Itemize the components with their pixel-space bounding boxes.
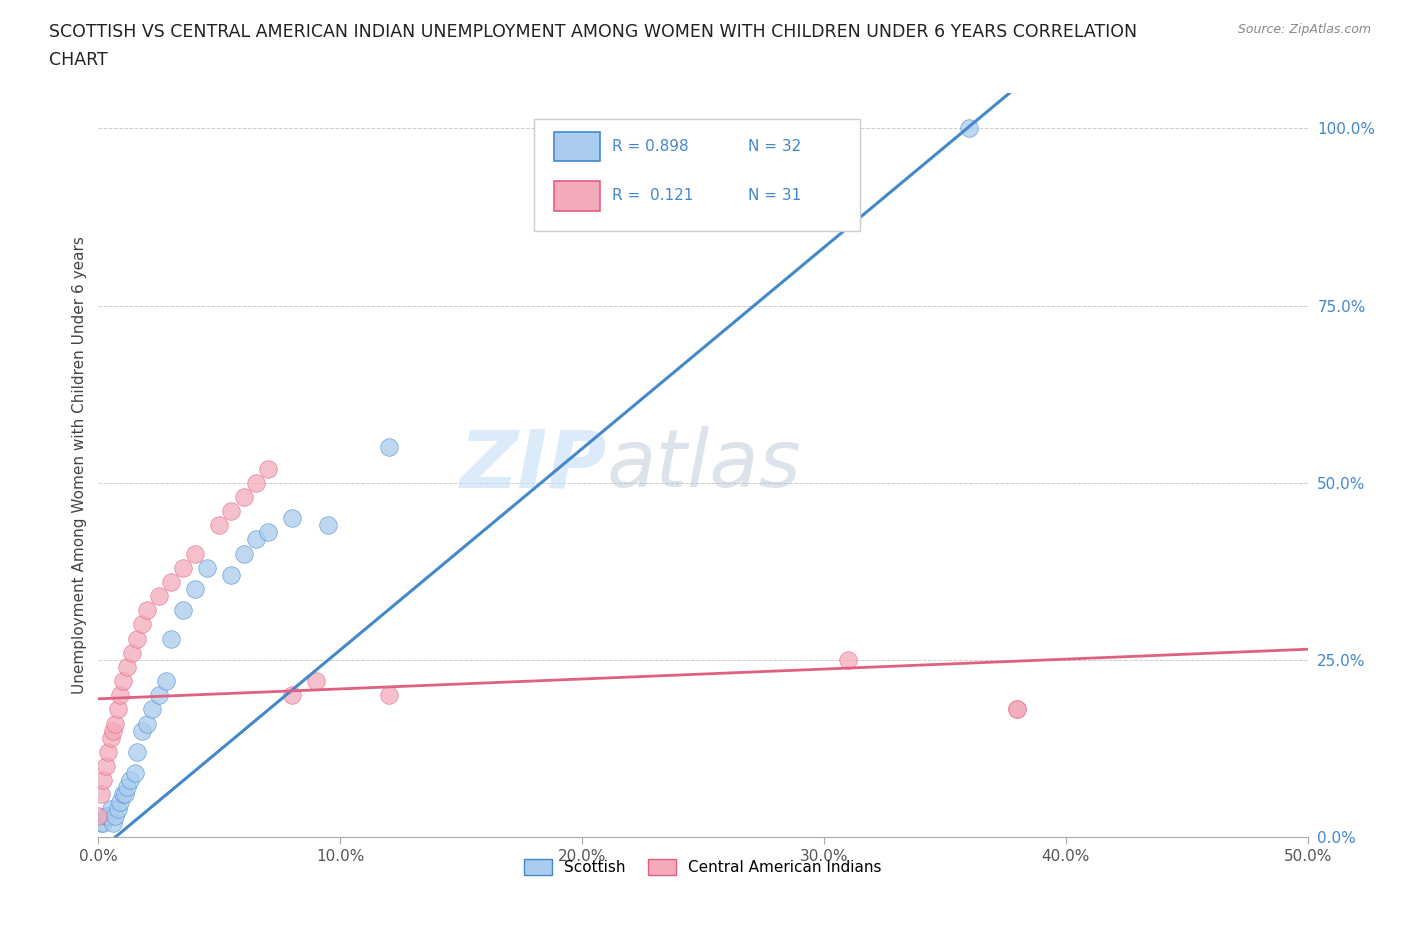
Point <box>91 816 114 830</box>
Point <box>172 560 194 575</box>
Point <box>118 773 141 788</box>
Point <box>160 631 183 646</box>
Y-axis label: Unemployment Among Women with Children Under 6 years: Unemployment Among Women with Children U… <box>72 236 87 694</box>
FancyBboxPatch shape <box>554 132 600 162</box>
Point <box>184 546 207 561</box>
Text: N = 31: N = 31 <box>748 188 801 203</box>
Point <box>94 759 117 774</box>
Point <box>127 745 149 760</box>
Point <box>100 730 122 745</box>
Point <box>131 617 153 631</box>
Point <box>117 780 139 795</box>
Point <box>377 688 399 703</box>
Point <box>108 794 131 809</box>
Point <box>91 773 114 788</box>
Point <box>104 716 127 731</box>
Point <box>316 518 339 533</box>
Point <box>124 765 146 780</box>
Point <box>232 546 254 561</box>
Text: N = 32: N = 32 <box>748 140 801 154</box>
FancyBboxPatch shape <box>534 119 860 231</box>
Point <box>245 532 267 547</box>
FancyBboxPatch shape <box>554 180 600 210</box>
Point <box>107 802 129 817</box>
Point <box>90 787 112 802</box>
Point <box>100 802 122 817</box>
Text: R =  0.121: R = 0.121 <box>613 188 693 203</box>
Point <box>117 659 139 674</box>
Point <box>281 688 304 703</box>
Text: CHART: CHART <box>49 51 108 69</box>
Point <box>195 560 218 575</box>
Point <box>221 567 243 582</box>
Point <box>101 724 124 738</box>
Point <box>90 816 112 830</box>
Point <box>87 808 110 823</box>
Text: Source: ZipAtlas.com: Source: ZipAtlas.com <box>1237 23 1371 36</box>
Point <box>141 702 163 717</box>
Legend: Scottish, Central American Indians: Scottish, Central American Indians <box>519 853 887 882</box>
Text: ZIP: ZIP <box>458 426 606 504</box>
Point <box>221 504 243 519</box>
Point <box>94 808 117 823</box>
Point <box>97 745 120 760</box>
Point <box>1007 702 1029 717</box>
Point <box>256 461 278 476</box>
Point <box>256 525 278 539</box>
Point <box>160 575 183 590</box>
Point <box>957 121 980 136</box>
Text: SCOTTISH VS CENTRAL AMERICAN INDIAN UNEMPLOYMENT AMONG WOMEN WITH CHILDREN UNDER: SCOTTISH VS CENTRAL AMERICAN INDIAN UNEM… <box>49 23 1137 41</box>
Point <box>104 808 127 823</box>
Point <box>127 631 149 646</box>
Point <box>305 673 328 688</box>
Point <box>131 724 153 738</box>
Point <box>148 688 170 703</box>
Point <box>1007 702 1029 717</box>
Point <box>114 787 136 802</box>
Point <box>135 716 157 731</box>
Point <box>208 518 231 533</box>
Point <box>245 475 267 490</box>
Point <box>184 581 207 596</box>
Point <box>172 603 194 618</box>
Point <box>135 603 157 618</box>
Point <box>111 673 134 688</box>
Point <box>111 787 134 802</box>
Point <box>281 511 304 525</box>
Point <box>155 673 177 688</box>
Point <box>377 440 399 455</box>
Point <box>108 688 131 703</box>
Point <box>232 489 254 504</box>
Text: atlas: atlas <box>606 426 801 504</box>
Text: R = 0.898: R = 0.898 <box>613 140 689 154</box>
Point <box>837 653 859 668</box>
Point <box>107 702 129 717</box>
Point <box>148 589 170 604</box>
Point <box>121 645 143 660</box>
Point <box>97 808 120 823</box>
Point <box>101 816 124 830</box>
